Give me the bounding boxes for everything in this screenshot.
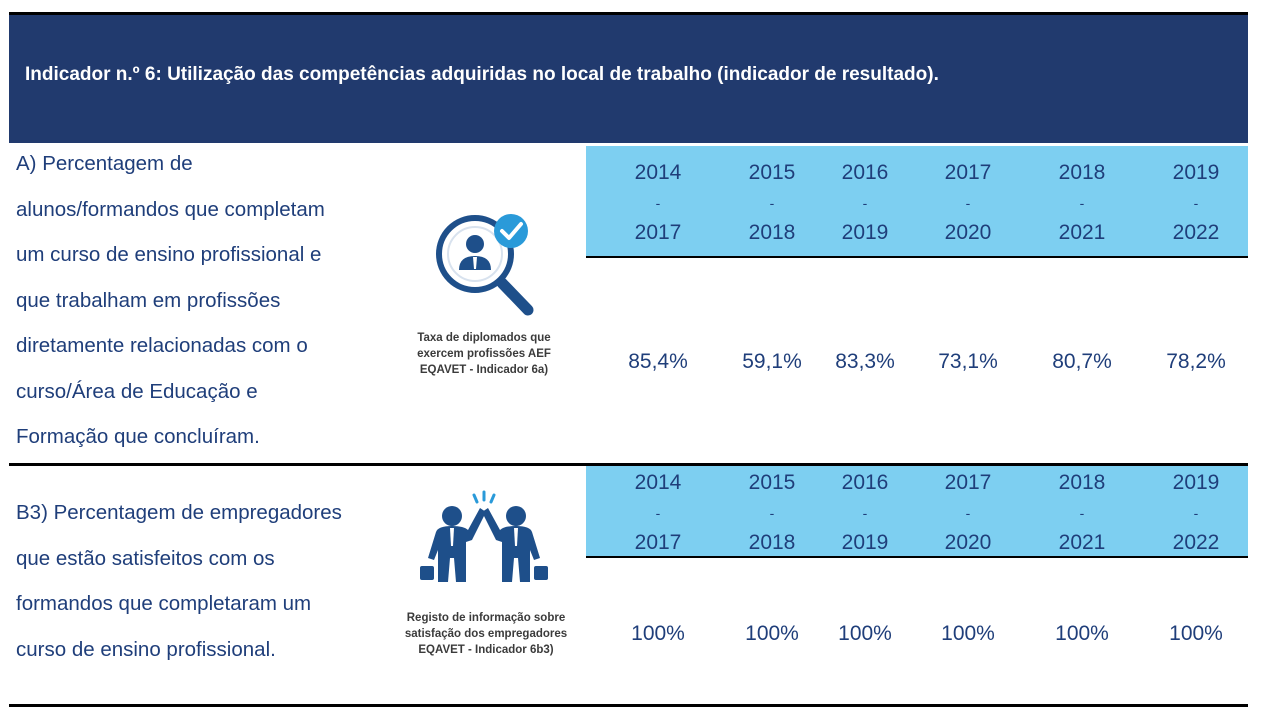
period-start: 2019 — [1172, 471, 1220, 494]
section-a-line: um curso de ensino profissional e — [16, 243, 322, 266]
period-start: 2017 — [944, 161, 992, 184]
indicator-header: Indicador n.º 6: Utilização das competên… — [9, 12, 1248, 143]
period-header: 2018 - 2021 — [1032, 468, 1132, 558]
section-a-line: A) Percentagem de — [16, 152, 193, 175]
period-sep: - — [655, 505, 661, 521]
period-sep: - — [965, 505, 971, 521]
period-end: 2018 — [748, 221, 796, 244]
period-end: 2020 — [944, 221, 992, 244]
caption-line: EQAVET - Indicador 6a) — [419, 364, 549, 376]
period-header: 2015 - 2018 — [722, 158, 822, 248]
caption-line: Taxa de diplomados que — [417, 332, 551, 344]
section-b-line: B3) Percentagem de empregadores — [16, 501, 342, 524]
period-sep: - — [655, 195, 661, 211]
period-header: 2016 - 2019 — [815, 158, 915, 248]
period-end: 2017 — [634, 531, 682, 554]
period-end: 2017 — [634, 221, 682, 244]
period-header: 2014 - 2017 — [608, 158, 708, 248]
section-b-line: que estão satisfeitos com os — [16, 546, 275, 570]
high-five-businessmen-icon — [414, 490, 554, 607]
period-header: 2019 - 2022 — [1146, 158, 1246, 248]
section-b-line: curso de ensino profissional. — [16, 637, 276, 661]
period-header: 2017 - 2020 — [918, 158, 1018, 248]
section-divider — [9, 463, 1248, 466]
section-a-description: A) Percentagem de alunos/formandos que c… — [16, 141, 386, 460]
period-start: 2014 — [634, 161, 682, 184]
period-header: 2017 - 2020 — [918, 468, 1018, 558]
period-header: 2014 - 2017 — [608, 468, 708, 558]
section-a-value: 78,2% — [1166, 350, 1226, 373]
section-a-value: 59,1% — [742, 350, 802, 373]
section-b-value: 100% — [941, 622, 995, 645]
period-sep: - — [769, 195, 775, 211]
period-sep: - — [1193, 195, 1199, 211]
section-a-year-divider — [586, 256, 1248, 258]
period-start: 2016 — [841, 161, 889, 184]
period-sep: - — [1079, 505, 1085, 521]
section-a-icon-caption: Taxa de diplomados que exercem profissõe… — [384, 330, 584, 378]
caption-line: Registo de informação sobre — [406, 612, 566, 624]
period-start: 2014 — [634, 471, 682, 494]
period-sep: - — [1079, 195, 1085, 211]
caption-line: exercem profissões AEF — [417, 348, 551, 360]
period-end: 2022 — [1172, 531, 1220, 554]
period-header: 2016 - 2019 — [815, 468, 915, 558]
period-start: 2017 — [944, 471, 992, 494]
period-end: 2019 — [841, 221, 889, 244]
period-header: 2019 - 2022 — [1146, 468, 1246, 558]
indicator-title: Indicador n.º 6: Utilização das competên… — [25, 64, 939, 85]
caption-line: satisfação dos empregadores — [404, 628, 568, 640]
period-start: 2018 — [1058, 161, 1106, 184]
section-b-year-band — [586, 466, 1248, 556]
period-end: 2021 — [1058, 221, 1106, 244]
period-start: 2015 — [748, 471, 796, 494]
section-a-line: alunos/formandos que completam — [16, 197, 325, 221]
period-end: 2018 — [748, 531, 796, 554]
section-a-value: 73,1% — [938, 350, 998, 373]
section-a-line: Formação que concluíram. — [16, 425, 260, 448]
caption-line: EQAVET - Indicador 6b3) — [418, 644, 554, 656]
period-end: 2022 — [1172, 221, 1220, 244]
magnifier-person-check-icon — [430, 206, 540, 326]
period-start: 2015 — [748, 161, 796, 184]
section-b-value: 100% — [745, 622, 799, 645]
section-a-value: 85,4% — [628, 350, 688, 373]
period-sep: - — [1193, 505, 1199, 521]
period-start: 2018 — [1058, 471, 1106, 494]
section-a-line: curso/Área de Educação e — [16, 379, 258, 403]
section-a-year-band — [586, 146, 1248, 256]
period-end: 2021 — [1058, 531, 1106, 554]
period-sep: - — [965, 195, 971, 211]
section-a-value: 83,3% — [835, 350, 895, 373]
period-end: 2019 — [841, 531, 889, 554]
period-sep: - — [769, 505, 775, 521]
table-bottom-rule — [9, 704, 1248, 707]
period-header: 2018 - 2021 — [1032, 158, 1132, 248]
section-b-description: B3) Percentagem de empregadores que estã… — [16, 490, 386, 672]
period-header: 2015 - 2018 — [722, 468, 822, 558]
section-a-line: diretamente relacionadas com o — [16, 334, 308, 357]
section-b-icon-caption: Registo de informação sobre satisfação d… — [386, 610, 586, 658]
section-b-value: 100% — [838, 622, 892, 645]
section-b-value: 100% — [1169, 622, 1223, 645]
section-b-year-divider — [586, 556, 1248, 558]
period-end: 2020 — [944, 531, 992, 554]
period-start: 2016 — [841, 471, 889, 494]
section-a-value: 80,7% — [1052, 350, 1112, 373]
section-b-value: 100% — [1055, 622, 1109, 645]
section-b-value: 100% — [631, 622, 685, 645]
section-a-line: que trabalham em profissões — [16, 288, 281, 312]
period-start: 2019 — [1172, 161, 1220, 184]
section-b-line: formandos que completaram um — [16, 592, 312, 615]
period-sep: - — [862, 505, 868, 521]
period-sep: - — [862, 195, 868, 211]
